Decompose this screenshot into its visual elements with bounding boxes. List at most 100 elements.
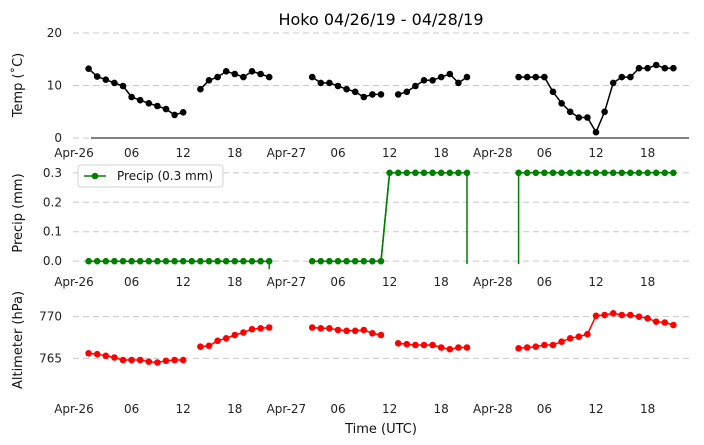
x-tick-label: 06: [330, 146, 345, 160]
data-point: [351, 327, 359, 335]
data-point: [197, 85, 204, 93]
data-point: [145, 257, 153, 265]
legend: Precip (0.3 mm): [77, 164, 224, 188]
data-point: [627, 169, 634, 177]
data-point: [627, 73, 634, 81]
y-tick-label: 0: [54, 131, 62, 145]
x-tick-label: 18: [434, 275, 449, 289]
data-point: [231, 70, 239, 78]
data-point: [515, 73, 522, 81]
data-point: [661, 319, 669, 326]
data-point: [222, 335, 230, 342]
data-point: [136, 257, 144, 265]
data-point: [420, 169, 428, 177]
data-point: [601, 311, 608, 319]
x-tick-label: 18: [434, 146, 449, 160]
data-point: [179, 356, 187, 364]
data-point: [429, 169, 436, 177]
x-tick-label: 12: [588, 275, 603, 289]
data-point: [523, 169, 531, 177]
series-line: [380, 172, 391, 262]
data-point: [403, 169, 411, 177]
y-tick-label: 0.2: [43, 195, 62, 209]
data-point: [566, 335, 574, 342]
x-tick-label: 06: [537, 146, 552, 160]
data-point: [377, 257, 385, 265]
x-tick-label: 12: [382, 402, 397, 416]
x-tick-label: 06: [537, 402, 552, 416]
data-point: [541, 341, 548, 349]
data-point: [661, 64, 669, 72]
legend-marker: [91, 172, 99, 180]
x-tick-label: 18: [227, 146, 242, 160]
y-tick-label: 0.1: [43, 225, 62, 239]
data-point: [369, 257, 376, 265]
y-tick-label: 770: [39, 310, 62, 324]
data-point: [265, 324, 273, 331]
data-point: [558, 338, 565, 346]
x-axis-label: Time (UTC): [344, 422, 417, 437]
data-point: [111, 257, 118, 265]
data-point: [205, 342, 213, 350]
x-tick-label: 06: [330, 402, 345, 416]
x-tick-label: 12: [588, 402, 603, 416]
data-point: [179, 257, 187, 265]
data-point: [128, 93, 135, 101]
data-point: [360, 93, 368, 101]
data-point: [119, 356, 127, 364]
data-point: [214, 73, 221, 81]
x-tick-label: 18: [434, 402, 449, 416]
data-point: [661, 169, 669, 177]
data-point: [455, 169, 462, 177]
data-point: [248, 257, 256, 265]
data-point: [369, 91, 376, 98]
data-point: [549, 88, 557, 96]
data-point: [257, 325, 264, 332]
data-point: [334, 326, 342, 334]
data-point: [523, 73, 531, 81]
data-point: [575, 169, 583, 177]
data-point: [412, 169, 419, 177]
data-point: [248, 325, 256, 333]
precip-panel: 0.0 0.1 0.2 0.3 Precip (mm) Apr-26 06 12 18 Apr-2…: [11, 164, 689, 289]
data-point: [171, 257, 178, 265]
data-point: [635, 64, 643, 72]
x-tick-label: 18: [227, 402, 242, 416]
data-point: [644, 169, 651, 177]
data-point: [566, 169, 574, 177]
data-point: [171, 356, 178, 364]
data-point: [377, 331, 385, 339]
data-point: [635, 313, 643, 321]
x-tick-label: 06: [124, 275, 139, 289]
data-point: [154, 359, 161, 366]
x-tick-label: 18: [640, 146, 655, 160]
data-point: [403, 88, 411, 96]
data-point: [446, 169, 454, 177]
data-point: [541, 169, 548, 177]
data-point: [635, 169, 643, 177]
x-tick-label: 06: [330, 275, 345, 289]
y-axis-label: Altimeter (hPa): [11, 291, 26, 389]
x-tick-label: 06: [537, 275, 552, 289]
data-point: [575, 114, 583, 121]
data-point: [592, 169, 600, 177]
data-point: [377, 91, 385, 98]
data-point: [222, 257, 230, 265]
data-point: [111, 354, 118, 361]
data-point: [257, 70, 264, 78]
y-tick-label: 10: [47, 79, 62, 93]
data-point: [609, 79, 617, 87]
data-point: [188, 257, 196, 265]
data-point: [222, 68, 230, 75]
data-point: [197, 343, 204, 351]
legend-label: Precip (0.3 mm): [117, 169, 213, 183]
y-axis-label: Precip (mm): [11, 173, 26, 252]
data-point: [670, 169, 677, 177]
data-point: [102, 257, 110, 265]
data-point: [205, 257, 213, 265]
x-tick-label: 12: [382, 146, 397, 160]
data-point: [369, 330, 376, 337]
data-point: [128, 257, 135, 265]
data-point: [429, 341, 436, 349]
